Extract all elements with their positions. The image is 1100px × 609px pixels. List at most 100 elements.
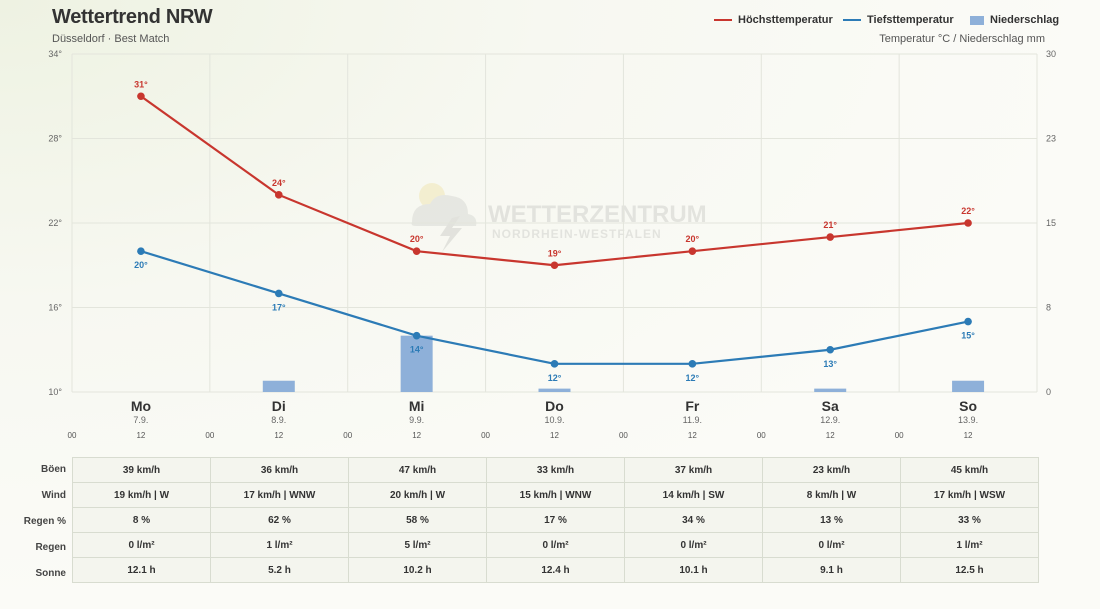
- table-row-gusts: 39 km/h 36 km/h 47 km/h 33 km/h 37 km/h …: [72, 457, 1039, 483]
- table-cell: 5 l/m²: [348, 532, 487, 558]
- x-hour-tick: 12: [274, 431, 283, 440]
- legend-swatch-rain: [970, 15, 984, 25]
- table-cell: 33 km/h: [486, 457, 625, 483]
- table-cell: 14 km/h | SW: [624, 482, 763, 508]
- x-date-label: 8.9.: [271, 415, 286, 425]
- x-date-label: 10.9.: [544, 415, 564, 425]
- watermark-bolt-icon: [440, 216, 462, 252]
- data-label-min: 12°: [548, 373, 562, 383]
- legend-item-min[interactable]: Tiefsttemperatur: [843, 14, 954, 26]
- chart-grid: [71, 53, 1038, 393]
- x-hour-tick: 00: [895, 431, 904, 440]
- point-max: [550, 261, 559, 270]
- page-title: Wettertrend NRW: [52, 6, 213, 28]
- table-cell: 1 l/m²: [210, 532, 349, 558]
- table-cell: 36 km/h: [210, 457, 349, 483]
- x-day-label: Do: [545, 398, 564, 414]
- data-label-max: 20°: [410, 234, 424, 244]
- x-hour-tick: 00: [343, 431, 352, 440]
- x-hour-tick: 00: [757, 431, 766, 440]
- legend-item-rain[interactable]: Niederschlag: [970, 14, 1059, 26]
- legend-label-rain: Niederschlag: [990, 14, 1060, 26]
- point-max: [137, 92, 145, 101]
- weather-chart: WETTERZENTRUM NORDRHEIN-WESTFALEN 31° 24°…: [48, 49, 1056, 440]
- table-cell: 34 %: [624, 507, 763, 533]
- watermark-text-1: WETTERZENTRUM: [488, 201, 707, 228]
- table-cell: 17 km/h | WNW: [210, 482, 349, 508]
- point-min: [550, 360, 559, 368]
- x-hour-tick: 00: [619, 431, 628, 440]
- data-label-max: 24°: [272, 178, 286, 188]
- table-cell: 47 km/h: [348, 457, 487, 483]
- x-hour-tick: 12: [412, 431, 421, 440]
- x-hour-tick: 12: [826, 431, 835, 440]
- watermark: WETTERZENTRUM NORDRHEIN-WESTFALEN: [411, 183, 707, 252]
- data-label-max: 31°: [134, 79, 148, 89]
- legend-item-max[interactable]: Höchsttemperatur: [714, 14, 833, 26]
- table-cell: 12.1 h: [72, 557, 211, 583]
- y-left-tick-label: 10°: [48, 387, 62, 397]
- x-day-label: Sa: [822, 398, 839, 414]
- x-day-label: Mo: [131, 398, 151, 414]
- table-cell: 5.2 h: [210, 557, 349, 583]
- point-min: [412, 331, 421, 340]
- y-left-tick-label: 16°: [48, 303, 62, 313]
- data-label-min: 17°: [272, 302, 286, 312]
- row-label-rain-prob: Regen %: [23, 516, 66, 527]
- row-label-gusts: Böen: [41, 464, 66, 475]
- table-cell: 33 %: [900, 507, 1039, 533]
- table-row-sunshine: 12.1 h 5.2 h 10.2 h 12.4 h 10.1 h 9.1 h …: [72, 557, 1039, 583]
- row-label-rain-amount: Regen: [35, 542, 66, 553]
- legend-swatch-max: [714, 19, 732, 21]
- table-row-rain-amount: 0 l/m² 1 l/m² 5 l/m² 0 l/m² 0 l/m² 0 l/m…: [72, 532, 1039, 558]
- rain-bar: [400, 335, 433, 392]
- table-row-wind: 19 km/h | W 17 km/h | WNW 20 km/h | W 15…: [72, 482, 1039, 508]
- table-cell: 62 %: [210, 507, 349, 533]
- table-cell: 17 km/h | WSW: [900, 482, 1039, 508]
- rain-bar: [262, 380, 295, 392]
- units-label: Temperatur °C / Niederschlag mm: [879, 33, 1045, 45]
- data-label-min: 20°: [134, 260, 148, 270]
- table-cell: 8 %: [72, 507, 211, 533]
- point-max: [274, 191, 283, 199]
- watermark-text-2: NORDRHEIN-WESTFALEN: [492, 227, 662, 241]
- table-cell: 12.4 h: [486, 557, 625, 583]
- x-date-label: 7.9.: [133, 415, 148, 425]
- data-label-max: 20°: [686, 234, 700, 244]
- table-cell: 10.1 h: [624, 557, 763, 583]
- table-cell: 15 km/h | WNW: [486, 482, 625, 508]
- x-day-label: Fr: [685, 398, 700, 414]
- x-day-label: So: [959, 398, 977, 414]
- row-label-wind: Wind: [41, 490, 66, 501]
- x-hour-tick: 12: [688, 431, 697, 440]
- rain-bar: [814, 388, 847, 392]
- legend-label-max: Höchsttemperatur: [738, 14, 833, 26]
- point-min: [688, 360, 697, 368]
- weather-details-table: 39 km/h 36 km/h 47 km/h 33 km/h 37 km/h …: [72, 457, 1039, 583]
- table-cell: 19 km/h | W: [72, 482, 211, 508]
- watermark-cloud-icon: [411, 195, 477, 226]
- chart-axes: 10° 16° 22° 28° 34° 0 8 15 23 30 Mo7.9. 00 12 Di8.9. 0…: [48, 49, 1056, 440]
- table-cell: 10.2 h: [348, 557, 487, 583]
- table-cell: 0 l/m²: [486, 532, 625, 558]
- table-cell: 13 %: [762, 507, 901, 533]
- rain-bar: [952, 380, 985, 392]
- row-label-sunshine: Sonne: [35, 568, 66, 579]
- table-row-labels: Böen Wind Regen % Regen Sonne: [0, 457, 66, 587]
- table-row-rain-prob: 8 % 62 % 58 % 17 % 34 % 13 % 33 %: [72, 507, 1039, 533]
- rain-bars: [262, 335, 985, 392]
- legend-label-min: Tiefsttemperatur: [867, 14, 954, 26]
- temperature-lines: 31° 24° 20° 19° 20° 21° 22° 20° 17° 14° 12° 12° 13° 1…: [134, 79, 975, 383]
- x-hour-tick: 00: [481, 431, 490, 440]
- table-cell: 23 km/h: [762, 457, 901, 483]
- x-date-label: 11.9.: [683, 415, 702, 425]
- data-label-max: 19°: [548, 248, 562, 258]
- table-cell: 8 km/h | W: [762, 482, 901, 508]
- x-hour-tick: 00: [205, 431, 214, 440]
- table-cell: 39 km/h: [72, 457, 211, 483]
- y-left-tick-label: 28°: [48, 134, 62, 144]
- table-cell: 20 km/h | W: [348, 482, 487, 508]
- x-day-label: Di: [272, 398, 286, 414]
- data-label-min: 15°: [961, 331, 975, 341]
- table-cell: 12.5 h: [900, 557, 1039, 583]
